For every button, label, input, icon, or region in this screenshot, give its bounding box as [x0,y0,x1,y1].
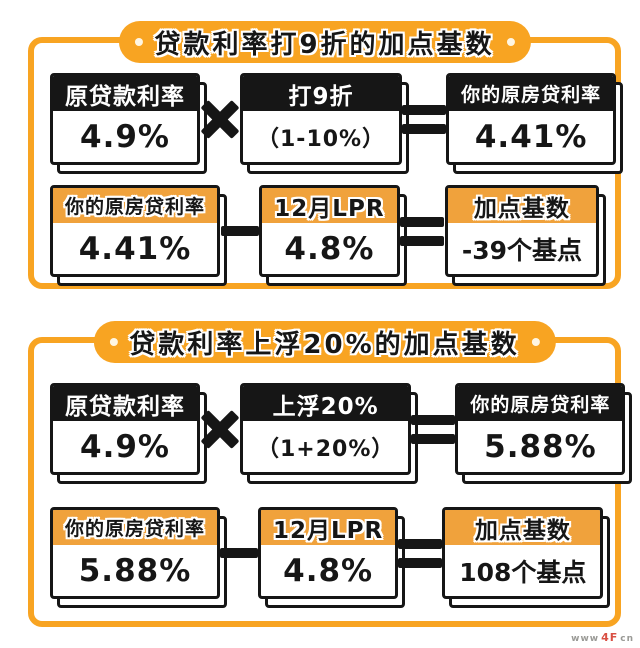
card-value: 5.88% [484,428,597,465]
card-value: 4.8% [284,230,375,267]
card-header: 原贷款利率 [53,386,197,421]
card-header: 你的原房贷利率 [53,510,218,545]
watermark-prefix: www [571,634,600,644]
card-header: 12月LPR [261,510,396,545]
card-value: -39个基点 [461,235,582,265]
card-value: （1-10%） [257,126,386,152]
site-watermark: www 4F cn [571,631,634,644]
card-value: 4.8% [283,552,374,589]
panel-title-pill: 贷款利率上浮20%的加点基数 [93,321,556,363]
card-discount-factor: 打9折 （1-10%） [240,73,410,174]
minus-operator-icon [220,548,259,558]
multiply-operator-icon [200,409,240,449]
card-basis-points: 加点基数 108个基点 [442,507,611,608]
card-december-lpr: 12月LPR 4.8% [259,185,407,286]
equation-row-multiply: 原贷款利率 4.9% 上浮20% （1+20%） 你的原房贷利率 5.88% [50,383,633,484]
card-your-rate: 你的原房贷利率 5.88% [50,507,228,608]
pill-dot-left-icon [134,38,143,46]
multiply-operator-icon [200,99,240,139]
card-value: 4.9% [80,428,170,465]
card-markup-factor: 上浮20% （1+20%） [240,383,419,484]
card-value: 108个基点 [459,557,587,587]
card-value: 4.41% [78,230,192,267]
card-your-rate: 你的原房贷利率 4.41% [446,73,624,174]
card-header: 你的原房贷利率 [458,386,623,421]
pill-dot-right-icon [531,338,540,346]
card-value: 5.88% [78,552,192,589]
equals-operator-icon [398,538,443,568]
card-value: 4.41% [474,118,588,155]
card-your-rate: 你的原房贷利率 5.88% [455,383,633,484]
card-header: 加点基数 [445,510,601,545]
card-december-lpr: 12月LPR 4.8% [258,507,406,608]
panel-title: 贷款利率打9折的加点基数 [154,29,495,60]
card-your-rate: 你的原房贷利率 4.41% [50,185,228,286]
panel-discount-90: 贷款利率打9折的加点基数 原贷款利率 4.9% 打9折 （1-10%） 你的原房… [28,21,624,289]
watermark-suffix: cn [620,634,634,644]
card-header: 打9折 [243,76,400,111]
panel-markup-120: 贷款利率上浮20%的加点基数 原贷款利率 4.9% 上浮20% （1+20%） … [28,321,633,627]
equation-row-subtract: 你的原房贷利率 4.41% 12月LPR 4.8% 加点基数 -39个基点 [50,185,606,286]
card-header: 加点基数 [447,188,596,223]
pill-dot-right-icon [506,38,515,46]
card-original-rate: 原贷款利率 4.9% [50,383,207,484]
equals-operator-icon [402,104,447,134]
card-header: 你的原房贷利率 [449,76,614,111]
card-original-rate: 原贷款利率 4.9% [50,73,207,174]
card-header: 原贷款利率 [53,76,197,111]
pill-dot-left-icon [109,338,118,346]
watermark-logo: 4F [601,631,619,644]
equation-row-multiply: 原贷款利率 4.9% 打9折 （1-10%） 你的原房贷利率 4.41% [50,73,624,174]
equals-operator-icon [411,414,456,444]
card-header: 上浮20% [243,386,409,421]
card-header: 12月LPR [262,188,397,223]
minus-operator-icon [220,226,259,236]
card-value: （1+20%） [257,436,395,462]
card-basis-points: 加点基数 -39个基点 [444,185,606,286]
equation-row-subtract: 你的原房贷利率 5.88% 12月LPR 4.8% 加点基数 108个基点 [50,507,611,608]
equals-operator-icon [400,216,445,246]
card-value: 4.9% [80,118,170,155]
card-header: 你的原房贷利率 [53,188,218,223]
panel-title: 贷款利率上浮20%的加点基数 [129,329,520,360]
panel-title-pill: 贷款利率打9折的加点基数 [118,21,531,63]
